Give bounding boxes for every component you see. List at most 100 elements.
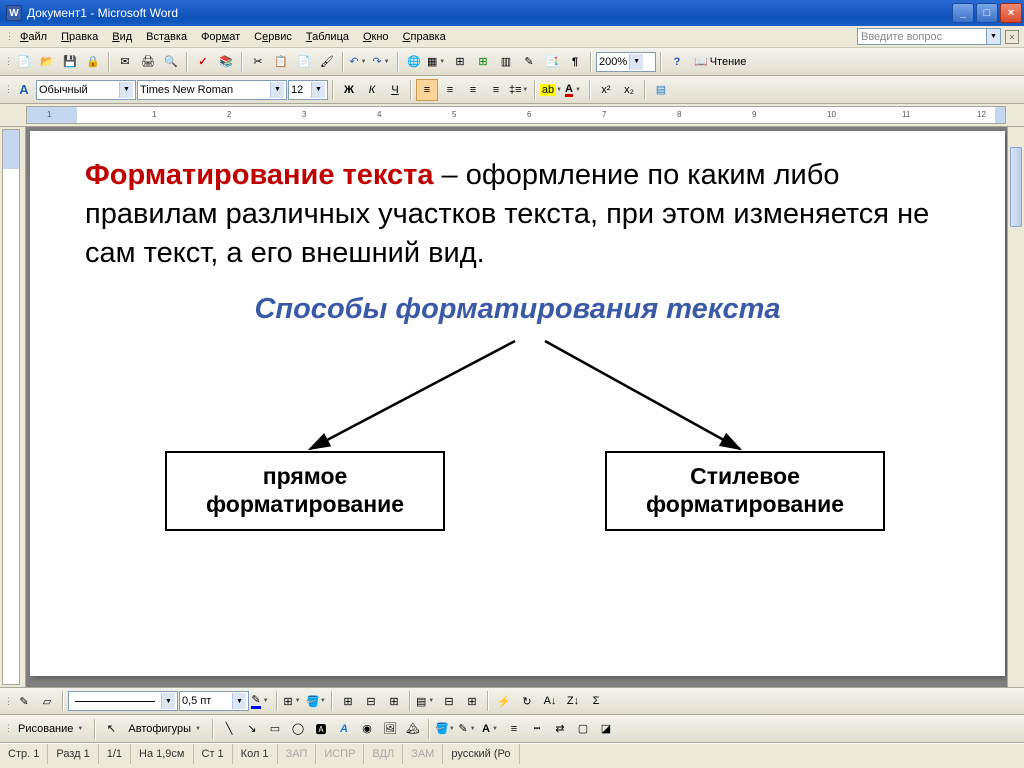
copy-button[interactable]: 📋 — [270, 51, 292, 73]
research-button[interactable]: 📚 — [215, 51, 237, 73]
close-button[interactable]: × — [1000, 3, 1022, 23]
superscript-button[interactable]: x² — [595, 79, 617, 101]
styles-pane-button[interactable]: A — [13, 79, 35, 101]
email-button[interactable]: ✉ — [114, 51, 136, 73]
save-button[interactable]: 💾 — [59, 51, 81, 73]
excel-button[interactable]: ⊞ — [472, 51, 494, 73]
dash-style-button[interactable]: ┅ — [526, 718, 548, 740]
menu-file[interactable]: Файл — [13, 29, 54, 45]
ext-button[interactable]: ▤ — [650, 79, 672, 101]
cut-button[interactable]: ✂ — [247, 51, 269, 73]
autosum-button[interactable]: Σ — [585, 690, 607, 712]
menu-insert[interactable]: Вставка — [139, 29, 194, 45]
horizontal-ruler[interactable]: 1 1 2 3 4 5 6 7 8 9 10 11 12 — [26, 106, 1006, 124]
dist-rows-button[interactable]: ⊟ — [438, 690, 460, 712]
help-button[interactable]: ? — [666, 51, 688, 73]
show-marks-button[interactable]: ¶ — [564, 51, 586, 73]
bold-button[interactable]: Ж — [338, 79, 360, 101]
split-cells-button[interactable]: ⊞ — [383, 690, 405, 712]
shadow-button[interactable]: ▢ — [572, 718, 594, 740]
menubar-close[interactable]: × — [1005, 30, 1019, 44]
align-cell-button[interactable]: ▤▼ — [415, 690, 437, 712]
new-button[interactable]: 📄 — [13, 51, 35, 73]
dist-cols-button[interactable]: ⊞ — [461, 690, 483, 712]
minimize-button[interactable]: _ — [952, 3, 974, 23]
insert-table-button[interactable]: ⊞ — [449, 51, 471, 73]
text-direction-button[interactable]: ↻ — [516, 690, 538, 712]
arrow-button[interactable]: ↘ — [241, 718, 263, 740]
menu-edit[interactable]: Правка — [54, 29, 105, 45]
vertical-ruler[interactable] — [2, 129, 20, 685]
menu-table[interactable]: Таблица — [299, 29, 356, 45]
diagram-button[interactable]: ◉ — [356, 718, 378, 740]
maximize-button[interactable]: □ — [976, 3, 998, 23]
spellcheck-button[interactable]: ✓ — [192, 51, 214, 73]
menu-help[interactable]: Справка — [396, 29, 453, 45]
line-style-combo[interactable]: ▼ — [68, 691, 178, 711]
menu-window[interactable]: Окно — [356, 29, 396, 45]
borders-button[interactable]: ⊞▼ — [282, 690, 304, 712]
permission-button[interactable]: 🔒 — [82, 51, 104, 73]
drawing-menu[interactable]: Рисование▼ — [13, 718, 90, 740]
border-color-button[interactable]: ✎▼ — [250, 690, 272, 712]
sort-desc-button[interactable]: Z↓ — [562, 690, 584, 712]
menu-view[interactable]: Вид — [105, 29, 139, 45]
align-left-button[interactable]: ≡ — [416, 79, 438, 101]
style-combo[interactable]: Обычный▼ — [36, 80, 136, 100]
docmap-button[interactable]: 📑 — [541, 51, 563, 73]
select-objects-button[interactable]: ↖ — [100, 718, 122, 740]
status-ext[interactable]: ВДЛ — [364, 744, 403, 764]
underline-button[interactable]: Ч — [384, 79, 406, 101]
line-spacing-button[interactable]: ‡≡▼ — [508, 79, 530, 101]
toolbar-grip[interactable]: ⋮ — [5, 31, 13, 42]
size-combo[interactable]: 12▼ — [288, 80, 328, 100]
font-color-button2[interactable]: A▼ — [480, 718, 502, 740]
highlight-button[interactable]: ab▼ — [540, 79, 562, 101]
menu-tools[interactable]: Сервис — [247, 29, 299, 45]
shading-button[interactable]: 🪣▼ — [305, 690, 327, 712]
sort-asc-button[interactable]: A↓ — [539, 690, 561, 712]
undo-button[interactable]: ↶▼ — [348, 51, 370, 73]
preview-button[interactable]: 🔍 — [160, 51, 182, 73]
line-color-button[interactable]: ✎▼ — [457, 718, 479, 740]
toolbar-grip[interactable]: ⋮ — [4, 723, 12, 734]
eraser-button[interactable]: ▱ — [36, 690, 58, 712]
reading-button[interactable]: 📖Чтение — [689, 51, 751, 73]
draw-table-button[interactable]: ✎ — [13, 690, 35, 712]
zoom-combo[interactable]: 200%▼ — [596, 52, 656, 72]
subscript-button[interactable]: x₂ — [618, 79, 640, 101]
formatpainter-button[interactable]: 🖌 — [316, 51, 338, 73]
rect-button[interactable]: ▭ — [264, 718, 286, 740]
arrow-style-button[interactable]: ⇄ — [549, 718, 571, 740]
open-button[interactable]: 📂 — [36, 51, 58, 73]
autoshapes-menu[interactable]: Автофигуры▼ — [123, 718, 208, 740]
toolbar-grip[interactable]: ⋮ — [4, 696, 12, 707]
drawing-tb-button[interactable]: ✎ — [518, 51, 540, 73]
line-weight-combo[interactable]: 0,5 пт▼ — [179, 691, 249, 711]
textbox-button[interactable]: 🅰 — [310, 718, 332, 740]
status-rec[interactable]: ЗАП — [278, 744, 317, 764]
status-lang[interactable]: русский (Ро — [443, 744, 519, 764]
tables-button[interactable]: ▦▼ — [426, 51, 448, 73]
oval-button[interactable]: ◯ — [287, 718, 309, 740]
toolbar-grip[interactable]: ⋮ — [4, 84, 12, 95]
paste-button[interactable]: 📄 — [293, 51, 315, 73]
fill-color-button[interactable]: 🪣▼ — [434, 718, 456, 740]
merge-cells-button[interactable]: ⊟ — [360, 690, 382, 712]
font-color-button[interactable]: A▼ — [563, 79, 585, 101]
align-justify-button[interactable]: ≡ — [485, 79, 507, 101]
redo-button[interactable]: ↷▼ — [371, 51, 393, 73]
line-button[interactable]: ╲ — [218, 718, 240, 740]
help-search-input[interactable] — [857, 28, 987, 45]
help-search-dropdown[interactable]: ▼ — [987, 28, 1001, 45]
scrollbar-thumb[interactable] — [1010, 147, 1022, 227]
3d-button[interactable]: ◪ — [595, 718, 617, 740]
align-right-button[interactable]: ≡ — [462, 79, 484, 101]
picture-button[interactable]: 🏔 — [402, 718, 424, 740]
status-trk[interactable]: ИСПР — [316, 744, 364, 764]
hyperlink-button[interactable]: 🌐 — [403, 51, 425, 73]
insert-table-button2[interactable]: ⊞ — [337, 690, 359, 712]
document-page[interactable]: Форматирование текста – оформление по ка… — [30, 131, 1005, 676]
print-button[interactable]: 🖨 — [137, 51, 159, 73]
status-ovr[interactable]: ЗАМ — [403, 744, 443, 764]
